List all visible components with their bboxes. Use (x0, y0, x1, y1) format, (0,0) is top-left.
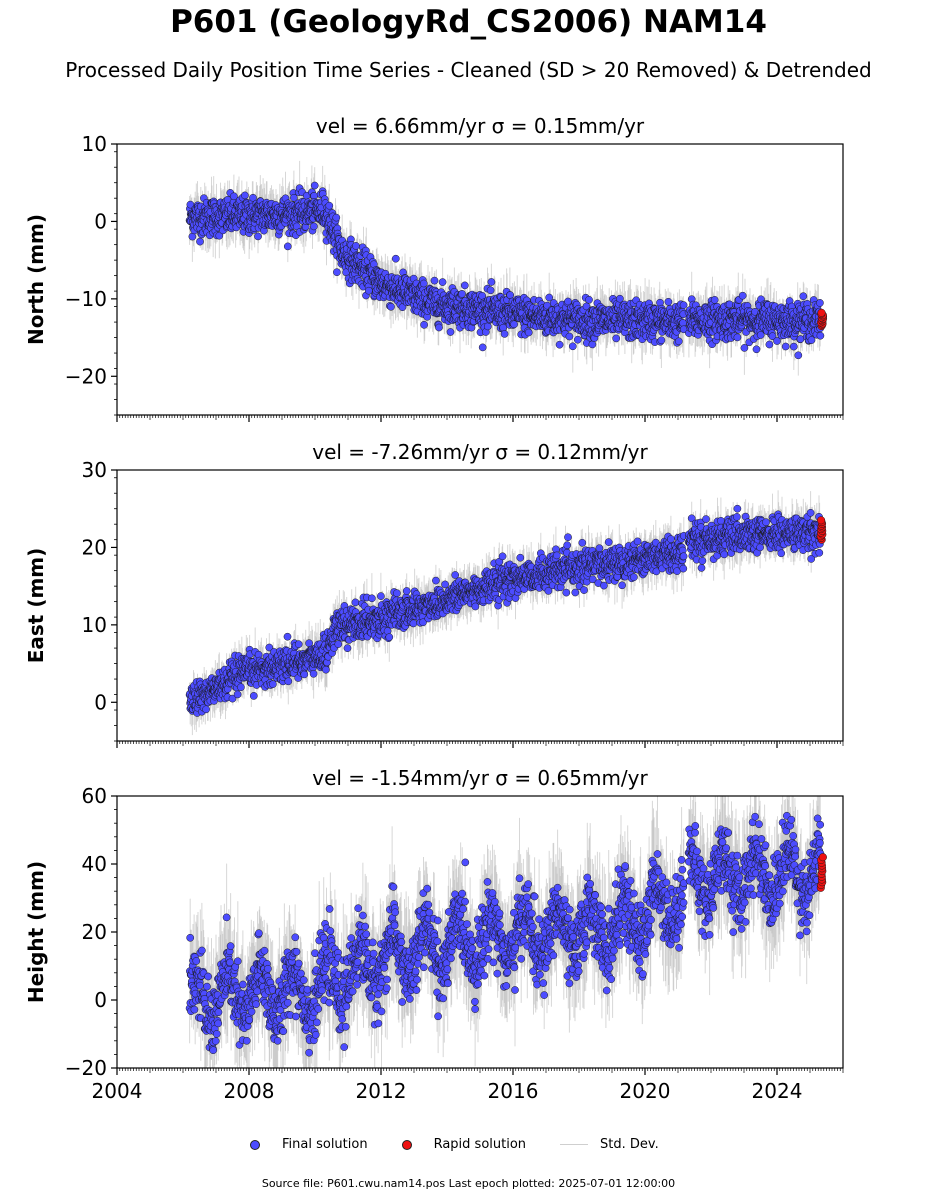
rapid-solution-points (816, 308, 828, 331)
std-dev-bars (189, 160, 821, 376)
final-point (420, 320, 428, 329)
y-tick-label: −10 (65, 287, 107, 311)
y-tick-label: −20 (65, 364, 107, 388)
final-point (510, 320, 518, 329)
panel-north: −20 −10 0 10 vel = 6.66mm/yr σ = 0.15mm/yr No… (24, 114, 844, 422)
final-point (765, 340, 774, 349)
final-point (773, 337, 781, 345)
plot-area (185, 490, 827, 736)
final-point (756, 331, 765, 339)
final-point (789, 342, 798, 351)
final-point (794, 351, 803, 360)
final-point (419, 279, 428, 288)
final-point (816, 299, 824, 307)
final-point (781, 342, 790, 351)
plot-area (185, 160, 828, 376)
final-point (254, 232, 262, 241)
final-point (458, 290, 466, 298)
final-point (616, 294, 624, 303)
final-point (524, 328, 533, 337)
final-point (233, 690, 242, 699)
final-point (500, 330, 509, 338)
final-point (506, 291, 515, 299)
final-point (202, 705, 210, 714)
final-point (446, 328, 455, 336)
final-point (215, 231, 224, 240)
final-point (325, 201, 334, 210)
final-point (290, 193, 298, 202)
final-point (807, 336, 816, 344)
final-point (564, 297, 572, 306)
final-point (799, 292, 808, 301)
final-point (738, 291, 747, 300)
final-point (387, 302, 395, 311)
final-point (573, 335, 582, 344)
final-point (478, 343, 487, 352)
rapid-point (817, 308, 826, 317)
final-point (674, 337, 683, 346)
final-point (768, 332, 777, 341)
final-point (816, 331, 825, 340)
final-point (438, 278, 447, 286)
chart-subtitle: Processed Daily Position Time Series - C… (65, 58, 872, 82)
panel-title: vel = 6.66mm/yr σ = 0.15mm/yr (316, 114, 645, 138)
final-point (582, 302, 591, 311)
final-point (196, 237, 204, 246)
final-point (752, 345, 761, 354)
final-point (230, 192, 238, 201)
final-point (483, 322, 492, 331)
final-point (545, 293, 554, 302)
y-tick-label: 0 (94, 209, 107, 233)
final-point (710, 296, 719, 304)
final-point (310, 181, 319, 190)
final-point (487, 278, 496, 286)
final-point (430, 276, 439, 285)
final-point (237, 683, 245, 692)
final-point (555, 340, 564, 349)
final-point (486, 286, 495, 295)
y-tick-label: 10 (82, 132, 107, 156)
final-point (249, 193, 257, 202)
final-point (333, 268, 341, 277)
final-point (241, 191, 249, 200)
final-point (585, 295, 593, 304)
final-point (460, 281, 469, 290)
final-point (310, 222, 318, 231)
chart-title: P601 (GeologyRd_CS2006) NAM14 (170, 4, 767, 40)
final-point (283, 242, 292, 251)
final-point (228, 694, 237, 703)
final-point (568, 342, 577, 351)
final-point (679, 301, 688, 309)
final-point (352, 242, 360, 250)
final-point (664, 297, 673, 306)
final-point (725, 300, 734, 309)
final-point (740, 344, 749, 352)
final-point (565, 332, 574, 341)
final-point (612, 334, 621, 343)
final-point (733, 333, 742, 342)
final-solution-points (185, 181, 825, 360)
final-point (332, 213, 341, 222)
final-point (435, 323, 443, 332)
final-point (391, 254, 400, 263)
final-point (657, 336, 666, 345)
final-solution-points (185, 504, 825, 717)
y-axis-label: North (mm) (24, 214, 48, 345)
